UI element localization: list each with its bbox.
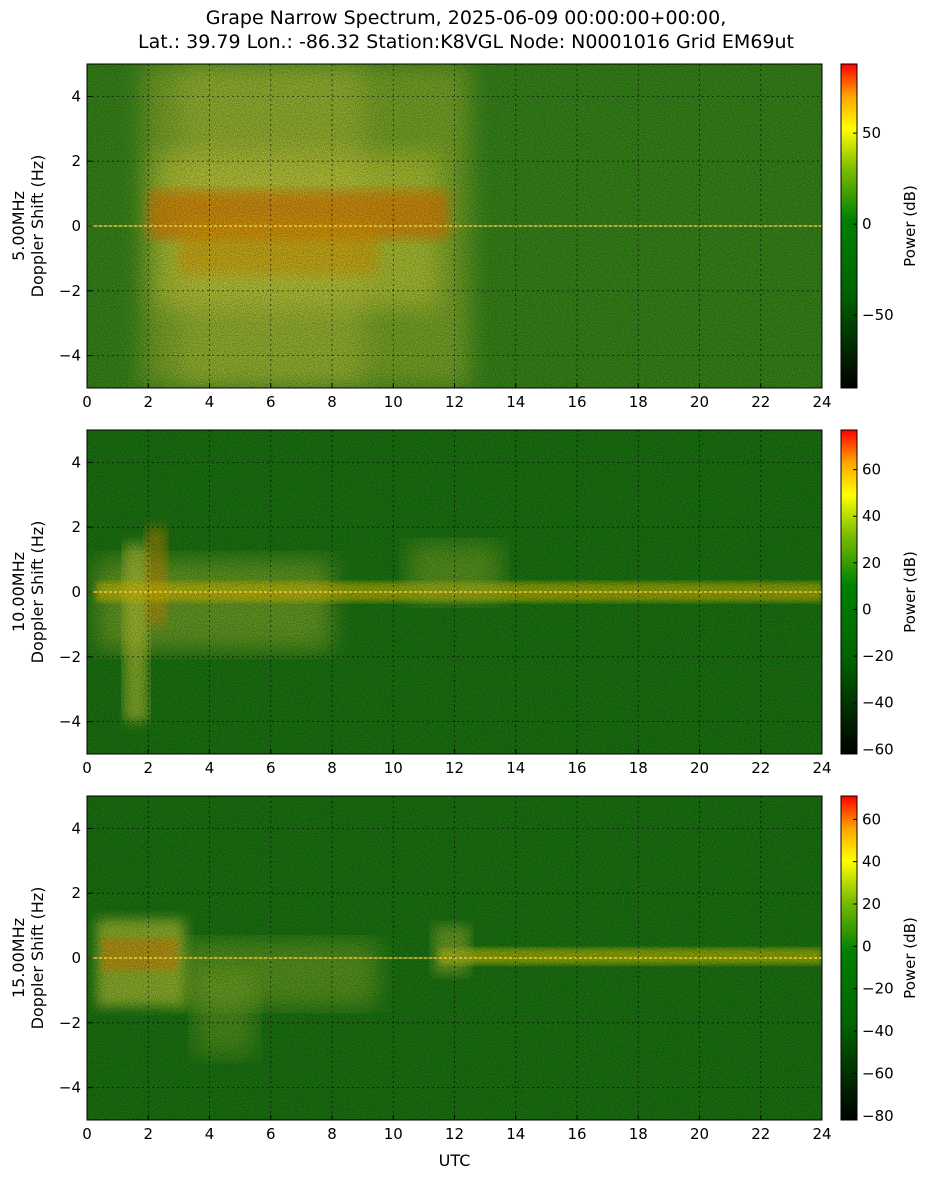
y-axis-label-band: 5.00MHz bbox=[9, 191, 28, 261]
colorbar-tick-label: −20 bbox=[862, 647, 894, 665]
x-tick-label: 12 bbox=[445, 1125, 464, 1143]
y-tick-label: −4 bbox=[59, 1079, 81, 1097]
x-tick-label: 24 bbox=[812, 393, 831, 411]
colorbar-gradient bbox=[840, 63, 858, 389]
y-tick-label: 4 bbox=[71, 87, 81, 105]
x-tick-label: 2 bbox=[143, 759, 153, 777]
x-tick-label: 16 bbox=[567, 759, 586, 777]
colorbar-tick-label: 0 bbox=[862, 600, 872, 618]
colorbar-tick-label: 40 bbox=[862, 507, 881, 525]
x-tick-label: 16 bbox=[567, 393, 586, 411]
x-tick-label: 20 bbox=[690, 759, 709, 777]
colorbar-tick-label: −40 bbox=[862, 1022, 894, 1040]
x-tick-label: 16 bbox=[567, 1125, 586, 1143]
x-tick-label: 0 bbox=[82, 1125, 92, 1143]
colorbar-tick-label: 40 bbox=[862, 853, 881, 871]
x-tick-label: 6 bbox=[266, 759, 276, 777]
colorbar-tick-label: −80 bbox=[862, 1107, 894, 1125]
colorbar-tick-label: −50 bbox=[862, 306, 894, 324]
y-axis-label: Doppler Shift (Hz) bbox=[28, 887, 47, 1030]
x-tick-label: 22 bbox=[751, 1125, 770, 1143]
chart-title: Grape Narrow Spectrum, 2025-06-09 00:00:… bbox=[0, 6, 932, 54]
colorbar-tick-label: −40 bbox=[862, 694, 894, 712]
y-tick-label: −2 bbox=[59, 1014, 81, 1032]
colorbar-tick-label: 50 bbox=[862, 124, 881, 142]
x-tick-label: 4 bbox=[205, 1125, 215, 1143]
y-tick-label: −2 bbox=[59, 282, 81, 300]
y-axis-label: Doppler Shift (Hz) bbox=[28, 155, 47, 298]
x-tick-label: 6 bbox=[266, 1125, 276, 1143]
x-tick-label: 24 bbox=[812, 759, 831, 777]
colorbar-tick-label: −20 bbox=[862, 980, 894, 998]
x-tick-label: 2 bbox=[143, 393, 153, 411]
chart-title-line1: Grape Narrow Spectrum, 2025-06-09 00:00:… bbox=[205, 7, 727, 29]
colorbar: 50 0 −50 Power (dB) bbox=[840, 63, 919, 389]
colorbar-tick-label: 20 bbox=[862, 554, 881, 572]
y-axis-label-band: 15.00MHz bbox=[9, 918, 28, 998]
colorbar: 60 40 20 0 −20 −40 −60 Power (dB) bbox=[840, 429, 919, 758]
y-tick-label: 2 bbox=[71, 518, 81, 536]
x-tick-label: 0 bbox=[82, 759, 92, 777]
x-tick-label: 18 bbox=[629, 759, 648, 777]
colorbar-tick-label: 0 bbox=[862, 215, 872, 233]
y-axis-label-band: 10.00MHz bbox=[9, 552, 28, 632]
colorbar-gradient bbox=[840, 795, 858, 1121]
x-tick-label: 24 bbox=[812, 1125, 831, 1143]
y-tick-label: −4 bbox=[59, 347, 81, 365]
x-tick-label: 22 bbox=[751, 759, 770, 777]
x-tick-label: 12 bbox=[445, 393, 464, 411]
colorbar-label: Power (dB) bbox=[901, 917, 919, 999]
x-tick-label: 22 bbox=[751, 393, 770, 411]
x-tick-label: 10 bbox=[384, 1125, 403, 1143]
x-tick-label: 10 bbox=[384, 393, 403, 411]
colorbar-tick-label: −60 bbox=[862, 740, 894, 758]
colorbar-tick-label: 20 bbox=[862, 895, 881, 913]
colorbar-tick-label: 60 bbox=[862, 461, 881, 479]
x-tick-label: 4 bbox=[205, 393, 215, 411]
x-axis-label: UTC bbox=[439, 1151, 471, 1170]
x-tick-label: 8 bbox=[327, 1125, 337, 1143]
chart-title-line2: Lat.: 39.79 Lon.: -86.32 Station:K8VGL N… bbox=[137, 31, 794, 53]
y-tick-label: −4 bbox=[59, 713, 81, 731]
x-tick-label: 0 bbox=[82, 393, 92, 411]
x-tick-label: 14 bbox=[506, 759, 525, 777]
x-tick-label: 14 bbox=[506, 1125, 525, 1143]
x-tick-label: 20 bbox=[690, 393, 709, 411]
x-tick-label: 12 bbox=[445, 759, 464, 777]
x-tick-label: 20 bbox=[690, 1125, 709, 1143]
x-tick-label: 6 bbox=[266, 393, 276, 411]
x-tick-label: 10 bbox=[384, 759, 403, 777]
x-tick-label: 18 bbox=[629, 1125, 648, 1143]
y-tick-label: 4 bbox=[71, 819, 81, 837]
y-tick-label: 0 bbox=[71, 217, 81, 235]
x-tick-label: 8 bbox=[327, 393, 337, 411]
x-tick-label: 4 bbox=[205, 759, 215, 777]
colorbar-label: Power (dB) bbox=[901, 551, 919, 633]
colorbar-tick-label: 0 bbox=[862, 937, 872, 955]
x-tick-label: 14 bbox=[506, 393, 525, 411]
y-tick-label: 2 bbox=[71, 884, 81, 902]
y-tick-label: −2 bbox=[59, 648, 81, 666]
colorbar-label: Power (dB) bbox=[901, 185, 919, 267]
x-tick-label: 2 bbox=[143, 1125, 153, 1143]
x-tick-label: 18 bbox=[629, 393, 648, 411]
colorbar-tick-label: −60 bbox=[862, 1064, 894, 1082]
x-tick-label: 8 bbox=[327, 759, 337, 777]
colorbar-tick-label: 60 bbox=[862, 810, 881, 828]
y-tick-label: 0 bbox=[71, 949, 81, 967]
y-tick-label: 4 bbox=[71, 453, 81, 471]
y-tick-label: 0 bbox=[71, 583, 81, 601]
colorbar-gradient bbox=[840, 429, 858, 755]
colorbar: 60 40 20 0 −20 −40 −60 −80 Power (dB) bbox=[840, 795, 919, 1125]
y-axis-label: Doppler Shift (Hz) bbox=[28, 521, 47, 664]
y-tick-label: 2 bbox=[71, 152, 81, 170]
